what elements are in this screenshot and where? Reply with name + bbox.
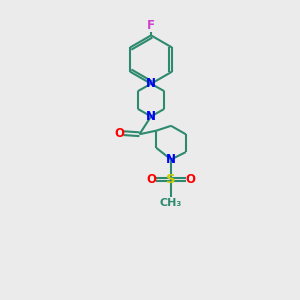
Text: N: N (146, 110, 156, 123)
Text: F: F (147, 19, 155, 32)
Text: S: S (166, 173, 176, 186)
Text: N: N (146, 77, 156, 90)
Text: N: N (166, 153, 176, 166)
Text: CH₃: CH₃ (160, 198, 182, 208)
Text: O: O (114, 127, 124, 140)
Text: O: O (146, 173, 156, 186)
Text: O: O (186, 173, 196, 186)
